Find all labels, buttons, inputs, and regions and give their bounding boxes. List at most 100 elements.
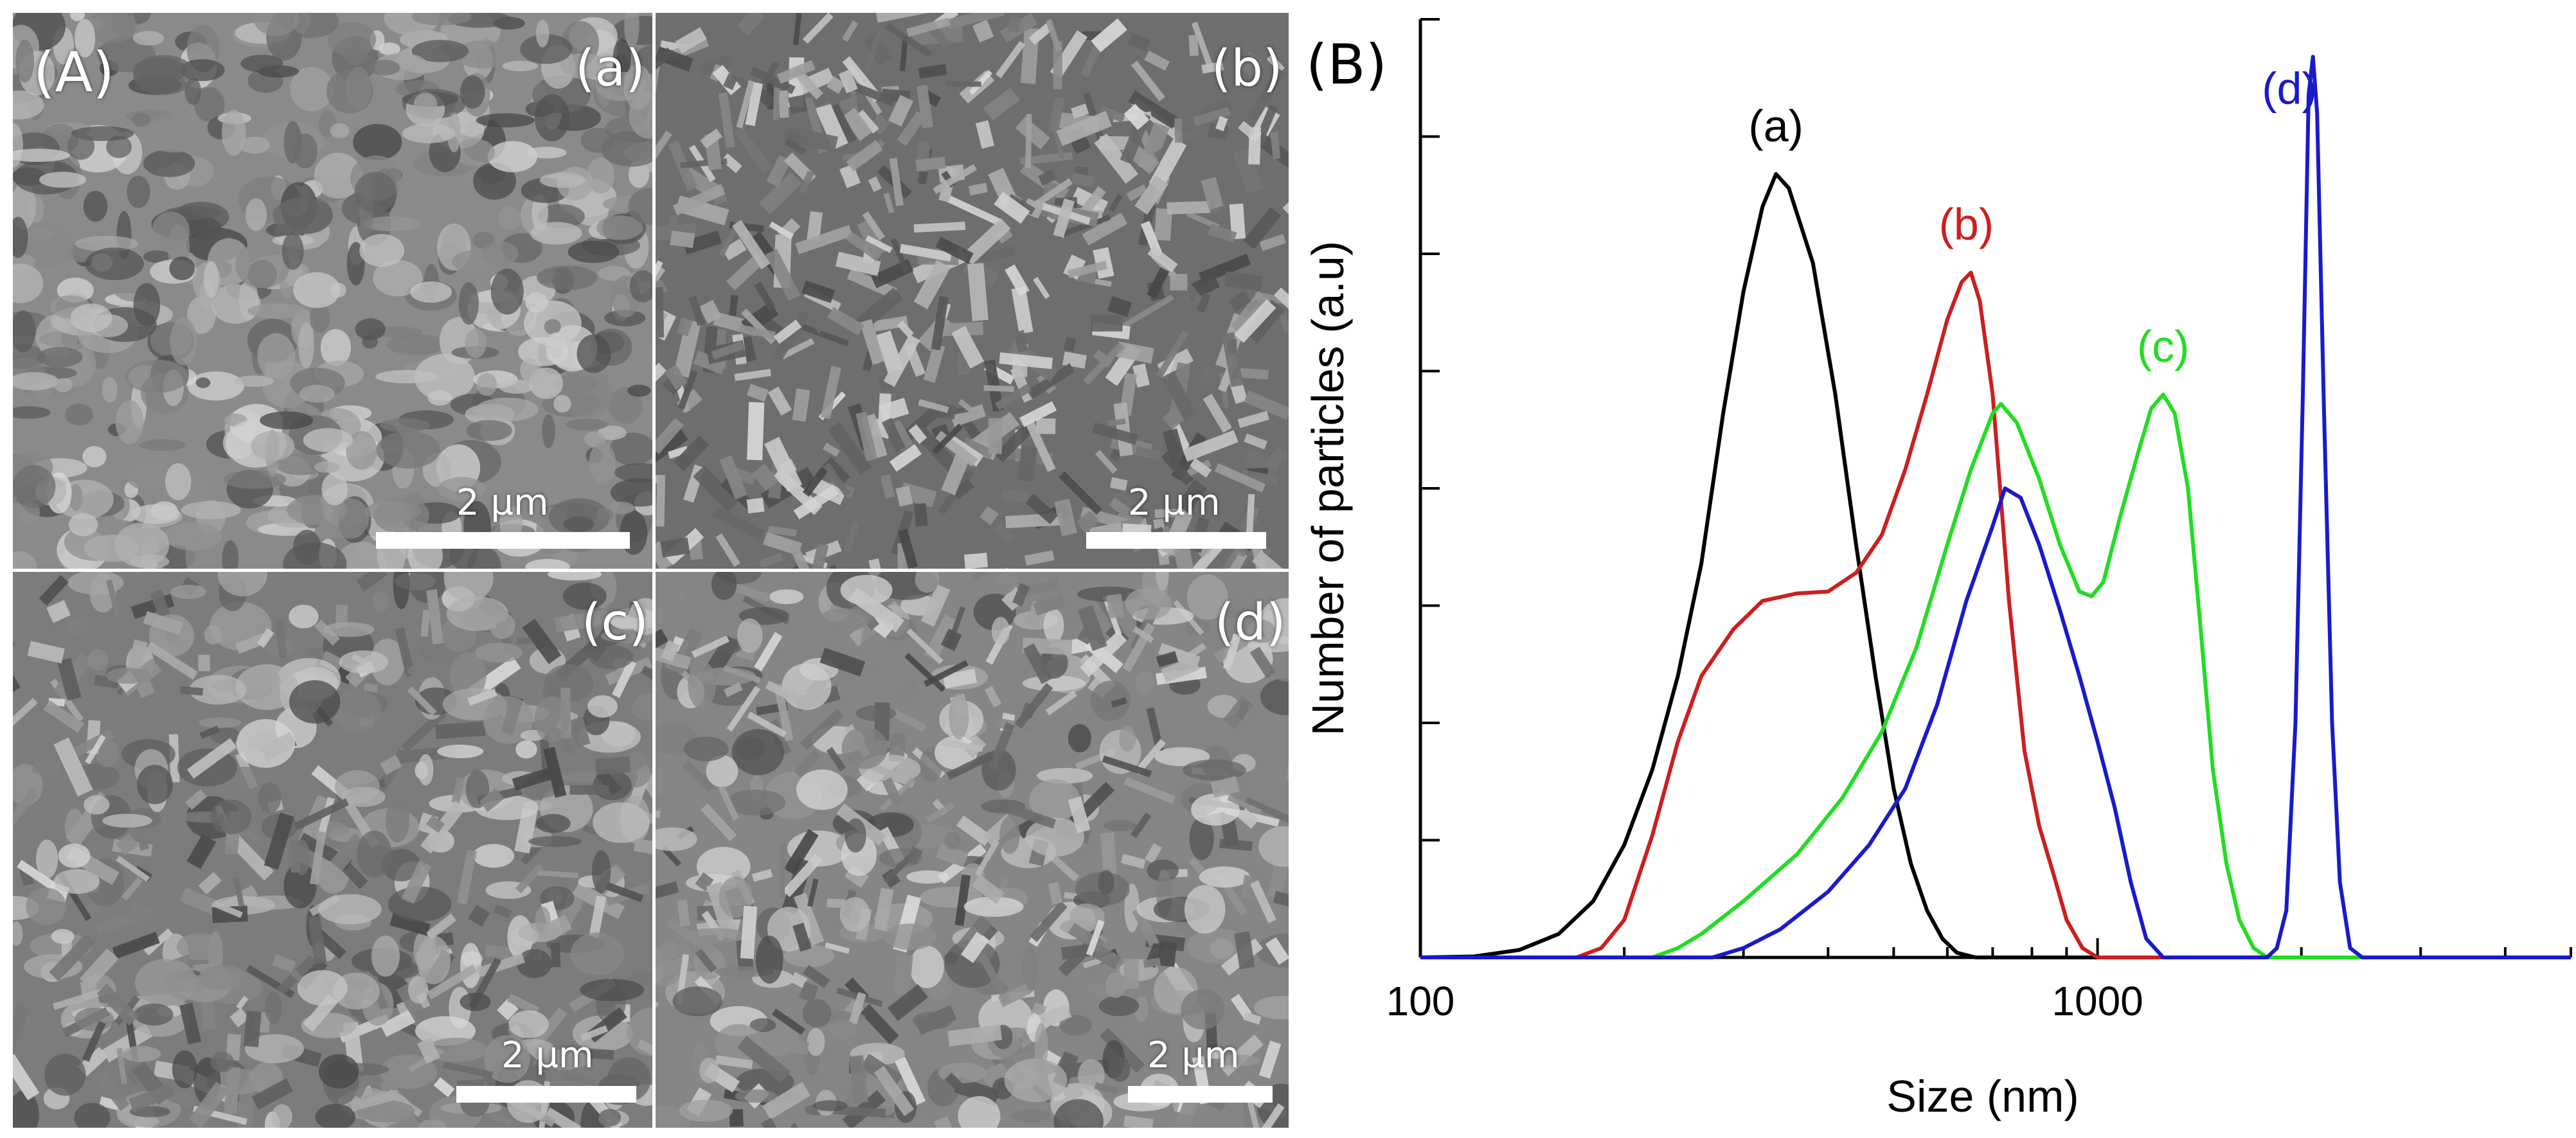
sem-grain (13, 406, 51, 419)
sem-grain (977, 952, 1012, 1005)
sem-grain (323, 622, 375, 637)
sem-grain (1216, 1054, 1261, 1067)
sem-grain (1183, 430, 1239, 462)
sem-grain (425, 1037, 488, 1062)
sem-grain (580, 979, 645, 1002)
sem-grain (265, 991, 282, 1024)
sem-grain (487, 141, 538, 173)
sem-grain (875, 13, 928, 23)
sem-grain (534, 696, 570, 743)
sem-grain (1080, 186, 1106, 215)
sem-grain (1162, 408, 1185, 431)
sem-grain (1012, 1108, 1051, 1123)
sem-grain (1132, 626, 1154, 643)
sem-grain (1247, 1099, 1262, 1128)
sem-grain (1116, 341, 1154, 364)
sem-grain (779, 843, 786, 898)
sem-grain (706, 755, 738, 788)
sem-grain (1025, 493, 1059, 524)
sem-grain (380, 1008, 418, 1037)
sem-grain (418, 754, 434, 786)
sem-grain (16, 860, 58, 891)
sem-grain (1013, 330, 1029, 353)
sem-grain (1045, 19, 1062, 52)
sem-grain (1039, 316, 1069, 344)
sem-grain (1033, 276, 1050, 299)
sem-grain (882, 777, 903, 806)
sem-grain (1246, 299, 1260, 312)
sem-grain (999, 352, 1053, 369)
sem-grain (57, 657, 82, 701)
sem-grain (522, 618, 562, 664)
sem-grain (1095, 450, 1118, 474)
sem-grain (330, 833, 366, 871)
sem-grain (944, 1072, 969, 1096)
sem-grain (958, 1096, 1001, 1128)
sem-grain (895, 680, 918, 707)
sem-grain (613, 39, 632, 76)
sem-grain (656, 766, 681, 812)
sem-grain (125, 458, 173, 491)
sem-grain (596, 769, 622, 796)
sem-grain (251, 1078, 294, 1110)
sem-grain (883, 192, 895, 214)
sem-grain (204, 261, 219, 298)
sem-grain (131, 504, 181, 524)
sem-grain (13, 1090, 39, 1128)
sem-grain (22, 528, 58, 555)
sem-grain (188, 217, 222, 241)
sem-grain (379, 42, 400, 56)
sem-grain (762, 1035, 809, 1055)
sem-grain (435, 721, 486, 740)
sem-grain (656, 827, 697, 851)
sem-grain (1161, 371, 1197, 421)
sem-grain (199, 717, 242, 728)
sem-grain (915, 156, 946, 172)
sem-grain (303, 428, 353, 452)
sem-grain (924, 614, 958, 661)
sem-grain (454, 138, 496, 166)
sem-grain (253, 13, 300, 36)
sem-grain (339, 650, 389, 674)
sem-grain (956, 915, 992, 954)
sem-grain (32, 756, 62, 778)
sem-grain (825, 942, 850, 954)
sem-grain (498, 206, 522, 230)
sem-grain (667, 445, 689, 459)
sem-grain (1131, 812, 1152, 839)
sem-grain (1188, 857, 1204, 874)
sem-grain (1158, 941, 1177, 968)
sem-grain (830, 103, 857, 143)
sem-grain (827, 422, 872, 476)
sem-grain (1149, 138, 1187, 190)
sem-grain (936, 843, 969, 867)
sem-grain (859, 319, 885, 365)
sem-grain (586, 1048, 614, 1060)
sem-grain (1209, 550, 1239, 569)
sem-grain (1048, 882, 1062, 905)
sem-grain (1170, 274, 1188, 291)
sem-grain (132, 55, 195, 95)
sem-grain (695, 948, 717, 974)
sem-grain (846, 80, 895, 107)
sem-grain (850, 1042, 905, 1065)
sem-grain (1246, 493, 1255, 533)
sem-grain (803, 965, 830, 989)
sem-grain (389, 913, 431, 936)
sem-grain (1182, 759, 1246, 781)
sem-grain (77, 1047, 109, 1077)
sem-grain (795, 224, 853, 254)
sem-grain (1219, 551, 1248, 569)
sem-grain (1109, 491, 1142, 518)
scale-bar (1128, 1086, 1273, 1103)
sem-grain (293, 272, 341, 308)
sem-grain (691, 635, 730, 658)
sem-grain (39, 172, 87, 188)
sem-grain (604, 309, 646, 326)
sem-grain (1059, 1015, 1092, 1036)
sem-grain (749, 66, 796, 94)
y-axis-label: Number of particles (a.u) (1303, 241, 1353, 736)
sem-grain (355, 318, 386, 341)
sem-grain (718, 92, 735, 148)
sem-grain (236, 719, 296, 768)
